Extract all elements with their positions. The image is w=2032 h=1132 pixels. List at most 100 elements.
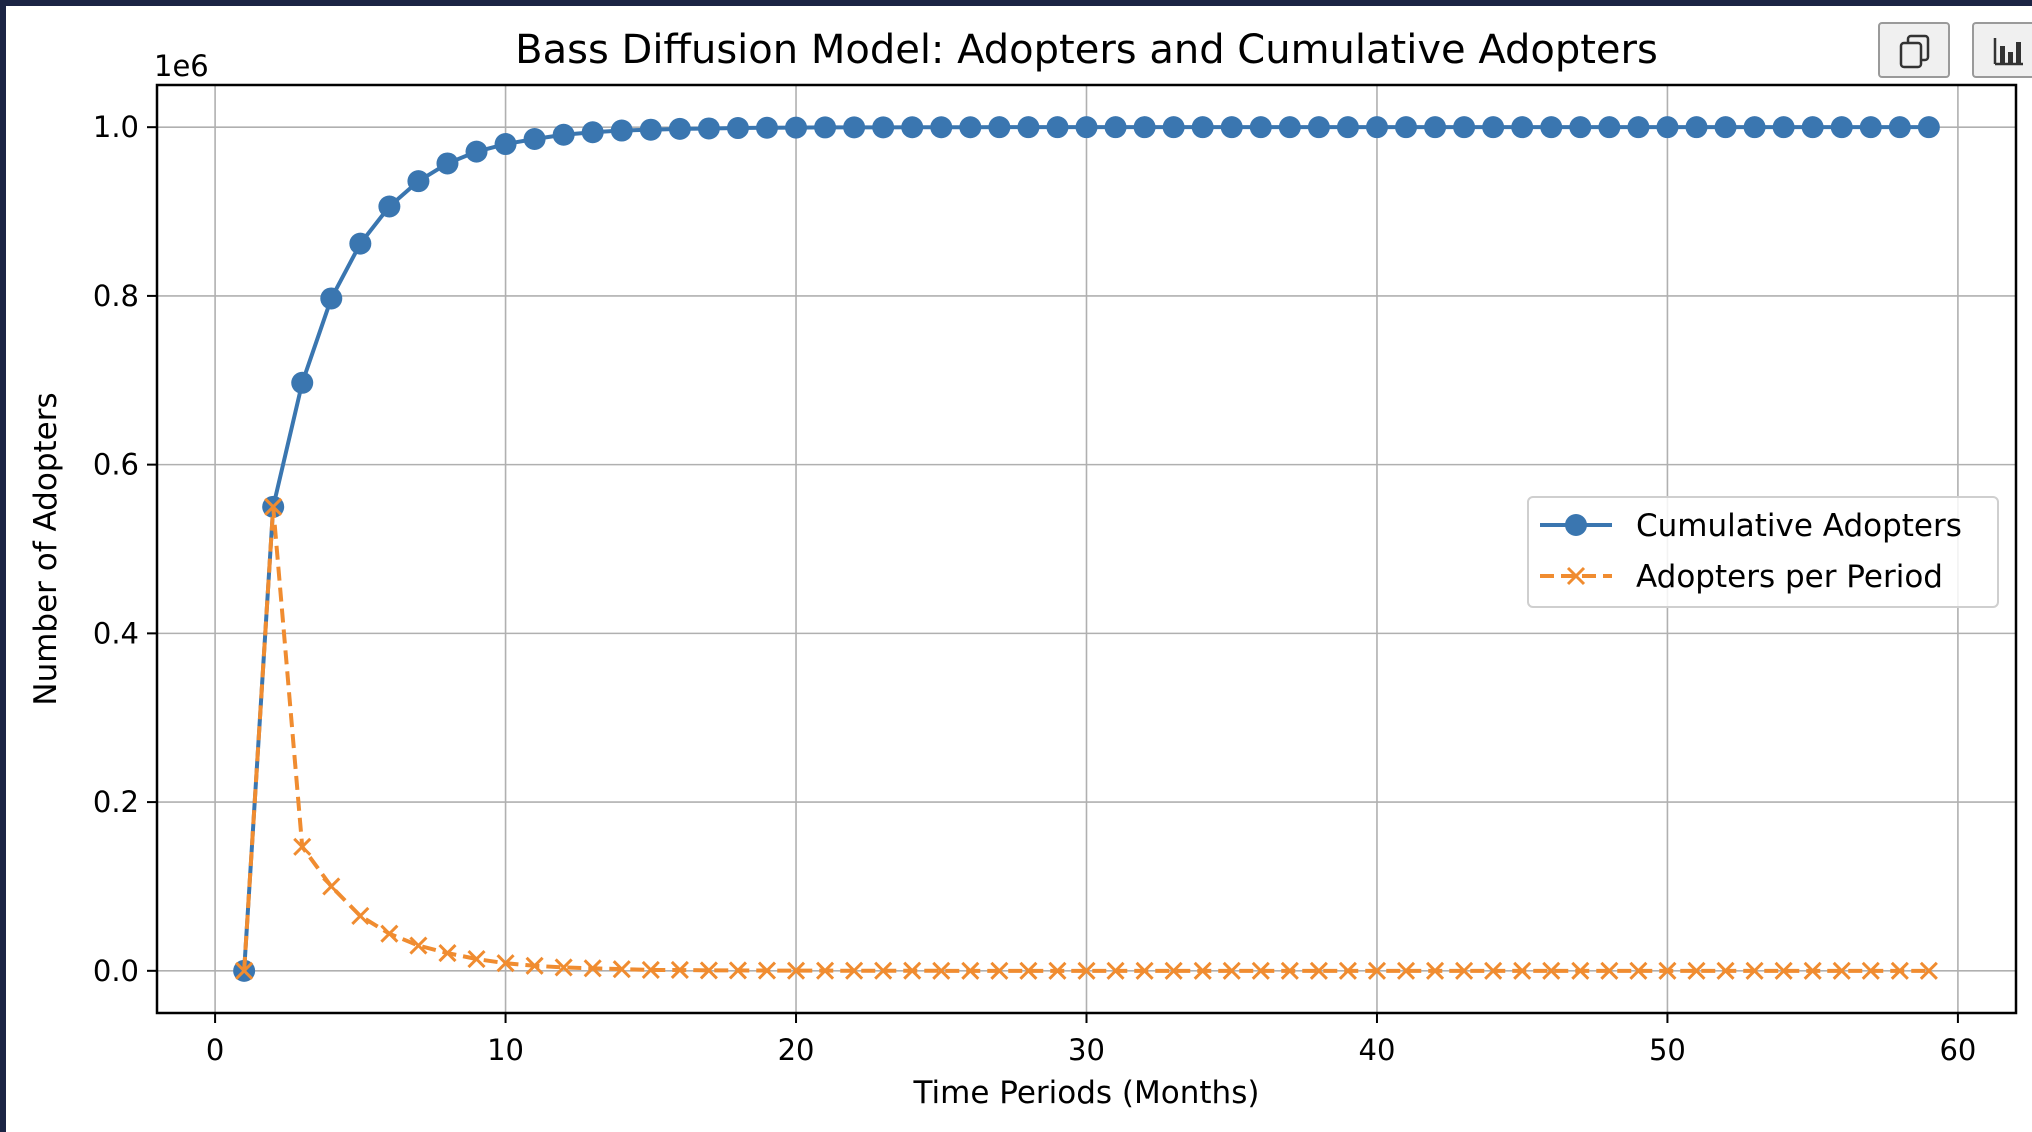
- data-point: [1135, 961, 1154, 980]
- data-point: [1193, 961, 1212, 980]
- data-point: [378, 195, 401, 218]
- data-point: [264, 497, 283, 516]
- data-point: [668, 117, 691, 140]
- data-point: [583, 959, 602, 978]
- data-point: [1307, 116, 1330, 139]
- data-point: [235, 961, 254, 980]
- data-point: [380, 924, 399, 943]
- data-point: [1658, 961, 1677, 980]
- data-point: [1511, 116, 1534, 139]
- data-point: [1453, 116, 1476, 139]
- y-tick-label: 0.6: [93, 448, 139, 482]
- data-point: [1309, 961, 1328, 980]
- output-panel: Bass Diffusion Model: Adopters and Cumul…: [6, 6, 2032, 1132]
- data-point: [554, 958, 573, 977]
- data-point: [1830, 116, 1853, 139]
- data-point: [1484, 961, 1503, 980]
- data-point: [465, 140, 488, 163]
- data-point: [988, 116, 1011, 139]
- data-point: [1162, 116, 1185, 139]
- legend-sample-cumulative: [1540, 514, 1612, 536]
- data-point: [494, 133, 517, 156]
- data-point: [872, 116, 895, 139]
- data-point: [786, 961, 806, 980]
- data-point: [351, 906, 370, 926]
- data-point: [1513, 961, 1532, 980]
- data-point: [1019, 961, 1038, 980]
- data-point: [1888, 116, 1911, 139]
- data-point: [726, 117, 749, 140]
- data-point: [409, 936, 428, 955]
- y-tick-label: 0.4: [93, 616, 139, 650]
- data-point: [1716, 961, 1735, 980]
- bar-chart-icon: [1993, 38, 2023, 66]
- copy-button[interactable]: [1878, 22, 1950, 78]
- x-tick-label: 20: [778, 1033, 815, 1067]
- data-point: [1280, 961, 1299, 980]
- chart: Bass Diffusion Model: Adopters and Cumul…: [28, 27, 2018, 1111]
- legend: Cumulative Adopters Adopters per Period: [1527, 496, 1999, 608]
- data-point: [581, 121, 604, 144]
- data-point: [901, 116, 924, 139]
- legend-marker: [1566, 566, 1586, 586]
- copy-icon: [1899, 34, 1930, 69]
- data-point: [322, 877, 341, 896]
- data-point: [728, 961, 747, 980]
- data-point: [1077, 961, 1096, 980]
- data-point: [1482, 116, 1505, 139]
- data-point: [1542, 961, 1561, 980]
- data-point: [1164, 961, 1183, 980]
- data-point: [874, 961, 893, 980]
- data-point: [1251, 961, 1270, 980]
- data-point: [291, 371, 314, 394]
- data-point: [1048, 961, 1067, 980]
- data-point: [1106, 961, 1125, 980]
- ticks: 0 10 20 30 40 50 60 0.0 0.2 0.4 0.6 0.8 1.0: [93, 110, 1976, 1067]
- data-point: [932, 961, 951, 980]
- data-point: [1801, 116, 1824, 139]
- data-point: [816, 961, 835, 980]
- data-point: [1395, 116, 1418, 139]
- data-point: [959, 116, 982, 139]
- data-point: [845, 961, 864, 980]
- data-point: [1600, 961, 1619, 980]
- data-point: [1687, 961, 1706, 980]
- data-point: [843, 116, 866, 139]
- data-point: [961, 961, 980, 980]
- y-tick-label: 0.2: [93, 785, 139, 819]
- data-point: [523, 127, 546, 150]
- data-point: [610, 119, 633, 142]
- x-tick-label: 30: [1068, 1033, 1105, 1067]
- data-point: [407, 170, 430, 193]
- data-point: [785, 116, 808, 139]
- data-point: [670, 960, 689, 980]
- series-adopters-per-period: [235, 497, 1938, 980]
- data-point: [1627, 116, 1650, 139]
- legend-box: [1527, 496, 1999, 608]
- x-axis-label: Time Periods (Months): [913, 1075, 1260, 1111]
- data-point: [1338, 961, 1357, 980]
- data-point: [467, 949, 486, 969]
- data-point: [639, 118, 662, 141]
- data-point: [320, 287, 343, 310]
- data-point: [1714, 116, 1737, 139]
- data-point: [1569, 116, 1592, 139]
- data-point: [1685, 116, 1708, 139]
- data-point: [349, 232, 372, 255]
- data-point: [1774, 961, 1793, 980]
- data-point: [1832, 961, 1851, 980]
- data-point: [1890, 961, 1909, 980]
- data-point: [641, 960, 660, 980]
- chart-view-button[interactable]: [1972, 22, 2032, 78]
- legend-label-per-period: Adopters per Period: [1636, 559, 1943, 595]
- data-point: [1803, 961, 1822, 980]
- data-point: [1222, 961, 1241, 980]
- data-point: [1917, 116, 1940, 139]
- data-point: [1336, 116, 1359, 139]
- data-point: [755, 116, 778, 139]
- data-point: [1249, 116, 1272, 139]
- data-point: [1075, 116, 1098, 139]
- data-point: [1629, 961, 1648, 980]
- data-point: [1104, 116, 1127, 139]
- legend-label-cumulative: Cumulative Adopters: [1636, 508, 1962, 544]
